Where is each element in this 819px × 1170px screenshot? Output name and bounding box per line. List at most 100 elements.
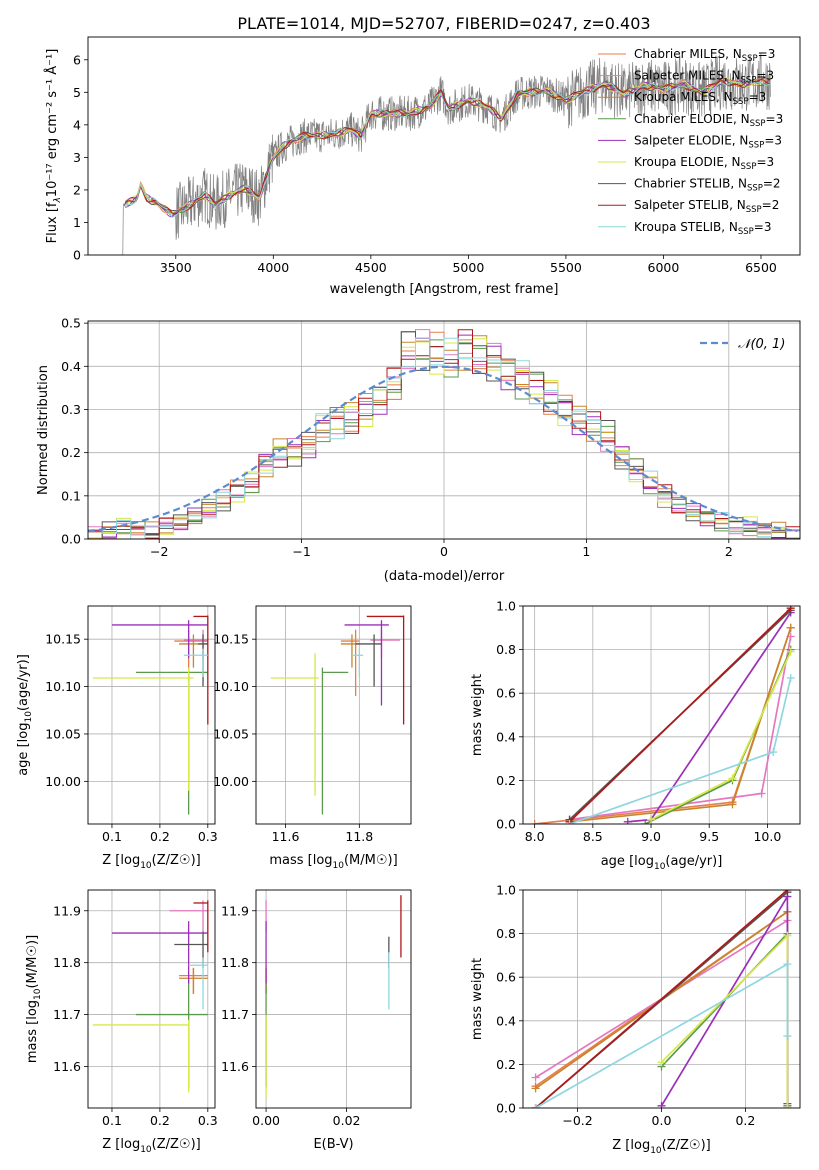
point-7 — [193, 900, 209, 953]
panel-age-vs-Z: 0.1 0.2 0.3 10.00 10.05 10.10 10.15 Z [log10(Z/… — [16, 605, 218, 871]
series-marker — [657, 1101, 666, 1108]
x-axis-label: Z [log10(Z/Z☉)] — [102, 1137, 200, 1155]
legend-entry: Chabrier MILES, NSSP=3 — [634, 47, 775, 64]
marks — [88, 329, 800, 539]
legend-entry-normal: 𝒩(0, 1) — [738, 337, 785, 352]
y-axis-label: mass weight — [470, 674, 485, 756]
x-tick-label: 0 — [440, 544, 448, 559]
point-7 — [366, 615, 405, 725]
series-marker — [530, 820, 539, 824]
model-line-8 — [124, 79, 770, 218]
x-axis-label: (data-model)/error — [384, 569, 505, 584]
axes-frame — [87, 605, 216, 825]
point-5 — [92, 667, 194, 791]
legend-entry: Kroupa MILES, NSSP=3 — [634, 90, 766, 107]
x-tick-label: 0.0 — [652, 1113, 672, 1128]
series-marker — [728, 800, 737, 809]
series-marker — [783, 1032, 792, 1041]
marks — [117, 53, 771, 255]
model-line-6 — [124, 77, 770, 212]
y-tick-label: 0.8 — [496, 926, 516, 941]
y-tick-label: 10.10 — [213, 679, 249, 694]
x-tick-label: 11.8 — [345, 829, 373, 844]
point-4 — [111, 921, 208, 984]
legend-entry: Kroupa ELODIE, NSSP=3 — [634, 155, 774, 172]
marks — [92, 615, 209, 815]
y-tick-label: 0.4 — [61, 359, 81, 374]
axes-frame — [87, 889, 216, 1109]
series-marker — [531, 1073, 540, 1082]
x-tick-label: 4000 — [257, 260, 289, 275]
plot-area — [256, 890, 411, 1108]
x-tick-label: 2 — [725, 544, 733, 559]
point-4 — [111, 620, 208, 659]
x-tick-label: 3500 — [160, 260, 192, 275]
axes-frame — [87, 320, 801, 540]
series-marker — [783, 890, 792, 894]
series-marker — [783, 960, 792, 969]
panel-age-vs-mass: 11.6 11.8 10.00 10.05 10.10 10.15 mass [log10(… — [213, 605, 412, 871]
axes-frame — [522, 889, 801, 1109]
panel-massweight-vs-Z: −0.2 0.0 0.2 0.0 0.2 0.4 0.6 0.8 1.0 Z [log10(Z/Z… — [470, 883, 801, 1156]
point-5 — [92, 1019, 190, 1093]
plot-area — [256, 606, 411, 824]
marks — [531, 890, 792, 1108]
series-marker — [728, 774, 737, 783]
normal-curve — [88, 365, 798, 533]
y-tick-label: 0.0 — [496, 817, 516, 832]
marks — [270, 615, 405, 815]
panel-residuals: −2 −1 0 1 2 0.0 0.1 0.2 0.3 0.4 0.5 𝒩(0, 1) (data-mo… — [36, 316, 801, 584]
series-marker — [641, 820, 650, 824]
legend-entry: Chabrier STELIB, NSSP=2 — [634, 177, 781, 194]
point-8 — [183, 648, 208, 678]
axes-frame — [522, 605, 801, 825]
x-tick-label: 0.3 — [198, 829, 218, 844]
point-4 — [344, 620, 389, 706]
panels-layer: 3500 4000 4500 5000 5500 6000 6500 0 1 2 3 4 5 6 wavel… — [16, 36, 801, 1156]
plot-area — [88, 606, 215, 824]
figure-title: PLATE=1014, MJD=52707, FIBERID=0247, z=0… — [237, 14, 650, 33]
series-7 — [565, 606, 795, 824]
y-tick-label: 10.00 — [45, 774, 81, 789]
series-line — [569, 607, 792, 823]
legend-entry: Chabrier ELODIE, NSSP=3 — [634, 112, 783, 129]
x-tick-label: 0.2 — [735, 1113, 755, 1128]
series-marker — [623, 817, 632, 824]
x-tick-label: 0.1 — [102, 829, 122, 844]
x-tick-label: 0.1 — [102, 1113, 122, 1128]
x-tick-label: 5500 — [550, 260, 582, 275]
panel-mass-vs-EBV: 0.00 0.02 11.6 11.7 11.8 11.9 E(B-V) — [221, 889, 412, 1152]
legend-entry: Salpeter STELIB, NSSP=2 — [634, 198, 779, 215]
panel-mass-vs-Z: 0.1 0.2 0.3 11.6 11.7 11.8 11.9 Z [log10(Z/Z☉)]… — [25, 889, 218, 1155]
x-tick-label: 9.0 — [641, 829, 661, 844]
y-tick-label: 10.05 — [213, 726, 249, 741]
y-tick-label: 0.4 — [496, 729, 516, 744]
y-tick-label: 11.6 — [53, 1059, 81, 1074]
y-tick-label: 11.9 — [221, 903, 249, 918]
y-tick-label: 4 — [73, 117, 81, 132]
x-axis-label: age [log10(age/yr)] — [601, 854, 723, 872]
point-7 — [193, 615, 209, 725]
y-tick-label: 10.15 — [45, 632, 81, 647]
y-tick-label: 0.2 — [496, 1057, 516, 1072]
x-tick-label: 5000 — [452, 260, 484, 275]
series-marker — [786, 673, 795, 682]
series-marker — [531, 1104, 540, 1108]
y-tick-label: 0.0 — [61, 532, 81, 547]
series-marker — [783, 1104, 792, 1108]
y-tick-label: 0.0 — [496, 1101, 516, 1116]
y-axis-label: mass [log10(M/M☉)] — [25, 935, 43, 1063]
legend-entry: Salpeter ELODIE, NSSP=3 — [634, 133, 782, 150]
axes-frame — [255, 605, 412, 825]
x-tick-label: −2 — [150, 544, 168, 559]
axes-frame — [87, 36, 801, 256]
series-marker — [786, 606, 795, 613]
y-axis-label: Normed distribution — [36, 365, 51, 495]
x-tick-label: 10.0 — [753, 829, 781, 844]
series-marker — [647, 815, 656, 824]
point-8 — [188, 957, 208, 1010]
y-tick-label: 0.2 — [496, 773, 516, 788]
x-tick-label: 4500 — [355, 260, 387, 275]
y-tick-label: 3 — [73, 150, 81, 165]
x-axis-label: mass [log10(M/M☉)] — [269, 853, 397, 871]
